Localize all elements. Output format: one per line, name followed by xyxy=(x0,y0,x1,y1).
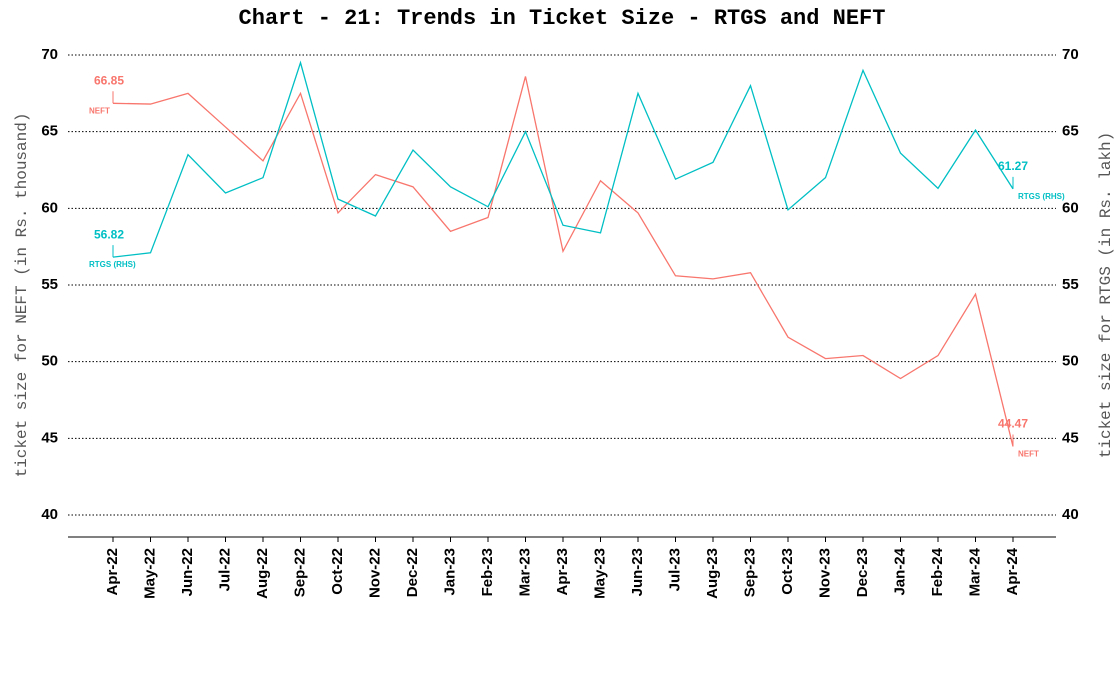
x-tick-label: Feb-24 xyxy=(929,547,946,596)
x-tick-label: Jan-24 xyxy=(891,547,908,595)
x-tick-label: Feb-23 xyxy=(479,548,496,596)
y2-tick-label: 60 xyxy=(1062,199,1079,216)
y2-axis-label: ticket size for RTGS (in Rs. lakh) xyxy=(1097,132,1115,458)
x-tick-label: Jul-23 xyxy=(666,548,683,591)
x-tick-label: May-22 xyxy=(141,548,158,599)
y-tick-label: 65 xyxy=(41,123,58,140)
x-tick-label: Oct-22 xyxy=(329,548,346,595)
y-tick-label: 55 xyxy=(41,276,58,293)
data-label: 44.47 xyxy=(998,417,1028,431)
y-tick-label: 45 xyxy=(41,429,58,446)
y-tick-label: 60 xyxy=(41,199,58,216)
series-tag: NEFT xyxy=(89,106,110,115)
data-label: 56.82 xyxy=(94,227,124,241)
y-axis-label: ticket size for NEFT (in Rs. thousand) xyxy=(13,113,31,478)
data-label: 66.85 xyxy=(94,73,124,87)
x-tick-label: May-23 xyxy=(591,548,608,599)
x-tick-label: Nov-23 xyxy=(816,548,833,598)
x-tick-label: Jun-23 xyxy=(629,548,646,596)
series-tag: RTGS (RHS) xyxy=(1018,192,1065,201)
x-tick-label: Aug-22 xyxy=(254,548,271,599)
x-tick-label: Sep-23 xyxy=(741,548,758,597)
x-tick-label: Nov-22 xyxy=(366,548,383,598)
x-tick-label: Dec-23 xyxy=(854,548,871,597)
y2-tick-label: 70 xyxy=(1062,46,1079,63)
y2-tick-label: 40 xyxy=(1062,506,1079,523)
x-tick-label: Mar-24 xyxy=(966,547,983,596)
x-tick-label: Apr-22 xyxy=(104,548,121,596)
x-tick-label: Oct-23 xyxy=(779,548,796,595)
series-tag: NEFT xyxy=(1018,450,1039,459)
y-tick-label: 50 xyxy=(41,353,58,370)
y-tick-label: 70 xyxy=(41,46,58,63)
y2-tick-label: 65 xyxy=(1062,123,1079,140)
x-tick-label: Mar-23 xyxy=(516,548,533,596)
x-tick-label: Dec-22 xyxy=(404,548,421,597)
data-label: 61.27 xyxy=(998,159,1028,173)
x-tick-label: Jun-22 xyxy=(179,548,196,596)
x-tick-label: Jul-22 xyxy=(216,548,233,591)
x-tick-label: Aug-23 xyxy=(704,548,721,599)
y2-tick-label: 50 xyxy=(1062,353,1079,370)
series-line xyxy=(112,60,1014,258)
y2-tick-label: 45 xyxy=(1062,429,1079,446)
y2-tick-label: 55 xyxy=(1062,276,1079,293)
series-tag: RTGS (RHS) xyxy=(89,260,136,269)
x-tick-label: Apr-24 xyxy=(1004,547,1021,595)
x-tick-label: Apr-23 xyxy=(554,548,571,596)
x-tick-label: Sep-22 xyxy=(291,548,308,597)
x-tick-label: Jan-23 xyxy=(441,548,458,596)
y-tick-label: 40 xyxy=(41,506,58,523)
series-line xyxy=(112,76,1014,447)
chart-title: Chart - 21: Trends in Ticket Size - RTGS… xyxy=(239,6,886,31)
